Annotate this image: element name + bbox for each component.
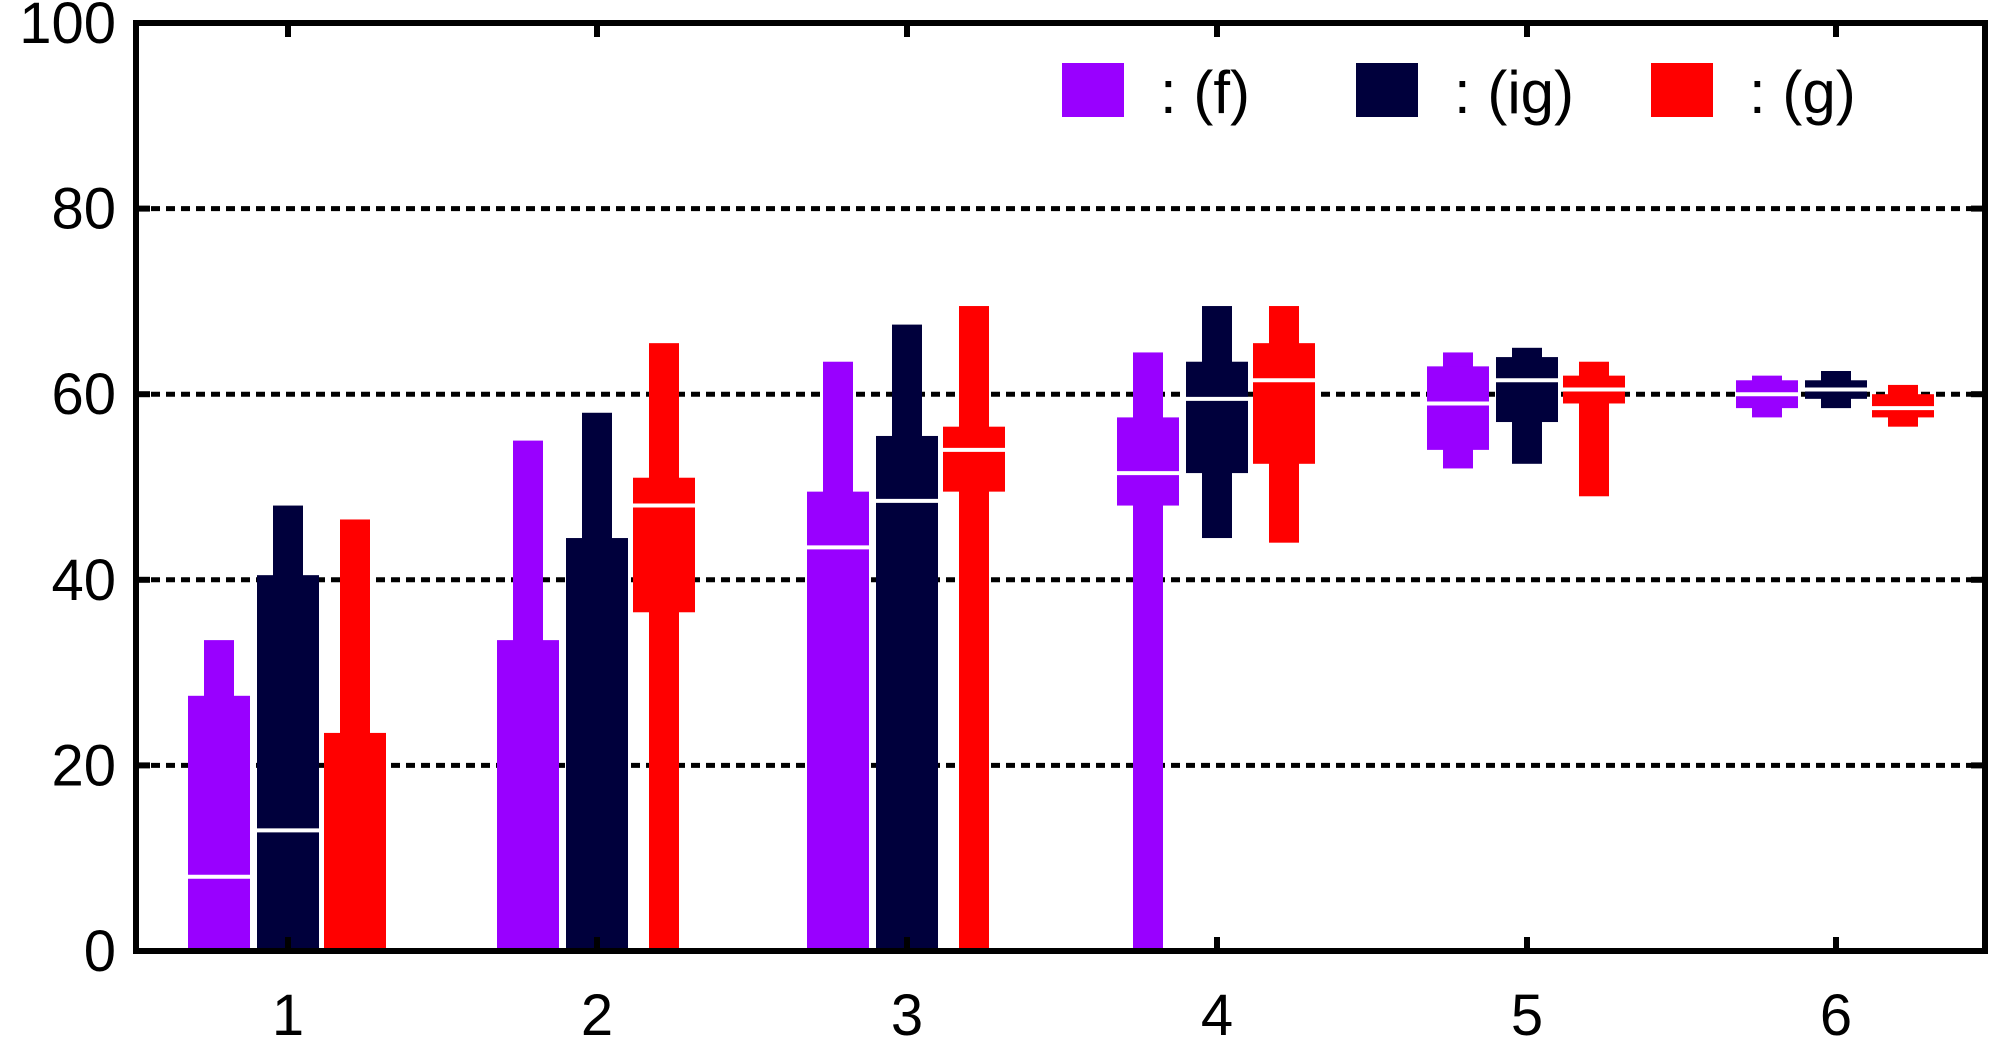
box-body bbox=[943, 426, 1005, 492]
y-tick-label: 100 bbox=[19, 0, 116, 56]
box-3-6 bbox=[1872, 384, 1934, 427]
box-body bbox=[633, 477, 695, 613]
box-body bbox=[1186, 361, 1248, 474]
legend: : (f) : (ig) : (g) bbox=[1062, 59, 1856, 126]
legend-item: : (ig) bbox=[1356, 59, 1574, 126]
legend-swatch bbox=[1062, 63, 1124, 117]
legend-item: : (g) bbox=[1651, 59, 1856, 126]
box-3-1 bbox=[324, 519, 386, 951]
box-body bbox=[566, 538, 628, 951]
x-tick-label: 2 bbox=[581, 983, 613, 1041]
axes bbox=[133, 20, 1988, 954]
box-2-1 bbox=[257, 505, 319, 951]
box-2-3 bbox=[876, 324, 938, 952]
x-tick-label: 6 bbox=[1820, 983, 1852, 1041]
box-plot-area bbox=[188, 306, 1934, 952]
legend-label: : (ig) bbox=[1454, 59, 1574, 126]
box-2-6 bbox=[1805, 371, 1867, 409]
box-body bbox=[257, 575, 319, 951]
box-1-4 bbox=[1117, 352, 1179, 951]
whisker bbox=[649, 343, 679, 951]
box-3-3 bbox=[943, 306, 1005, 951]
legend-label: : (f) bbox=[1160, 59, 1250, 126]
box-body bbox=[188, 695, 250, 951]
box-body bbox=[1872, 394, 1934, 418]
box-body bbox=[1253, 343, 1315, 464]
box-2-2 bbox=[566, 412, 628, 951]
x-tick-label: 4 bbox=[1201, 983, 1233, 1041]
box-3-2 bbox=[633, 343, 695, 951]
box-2-5 bbox=[1496, 347, 1558, 464]
box-3-5 bbox=[1563, 361, 1625, 497]
box-body bbox=[1117, 417, 1179, 506]
tick-labels: 0 20 40 60 80 100 1 2 3 4 5 6 bbox=[19, 0, 1985, 1041]
box-1-2 bbox=[497, 440, 559, 951]
legend-swatch bbox=[1356, 63, 1418, 117]
box-body bbox=[876, 435, 938, 952]
box-body bbox=[1427, 366, 1489, 450]
box-3-4 bbox=[1253, 306, 1315, 543]
box-1-5 bbox=[1427, 352, 1489, 469]
box-1-6 bbox=[1736, 375, 1798, 418]
x-tick-label: 3 bbox=[891, 983, 923, 1041]
x-tick-label: 5 bbox=[1511, 983, 1543, 1041]
box-1-1 bbox=[188, 640, 250, 951]
grid-lines bbox=[136, 206, 1985, 768]
y-tick-label: 40 bbox=[51, 548, 116, 613]
y-tick-label: 0 bbox=[84, 919, 116, 984]
y-tick-label: 60 bbox=[51, 362, 116, 427]
box-body bbox=[497, 640, 559, 951]
box-body bbox=[1496, 357, 1558, 423]
box-body bbox=[324, 732, 386, 951]
legend-item: : (f) bbox=[1062, 59, 1250, 126]
box-body bbox=[807, 491, 869, 951]
whisker bbox=[959, 306, 989, 951]
legend-label: : (g) bbox=[1749, 59, 1856, 126]
y-tick-label: 80 bbox=[51, 177, 116, 242]
box-1-3 bbox=[807, 361, 869, 952]
legend-swatch bbox=[1651, 63, 1713, 117]
y-tick-label: 20 bbox=[51, 733, 116, 798]
plot-frame bbox=[133, 20, 1988, 954]
box-2-4 bbox=[1186, 306, 1248, 539]
x-tick-label: 1 bbox=[272, 983, 304, 1041]
